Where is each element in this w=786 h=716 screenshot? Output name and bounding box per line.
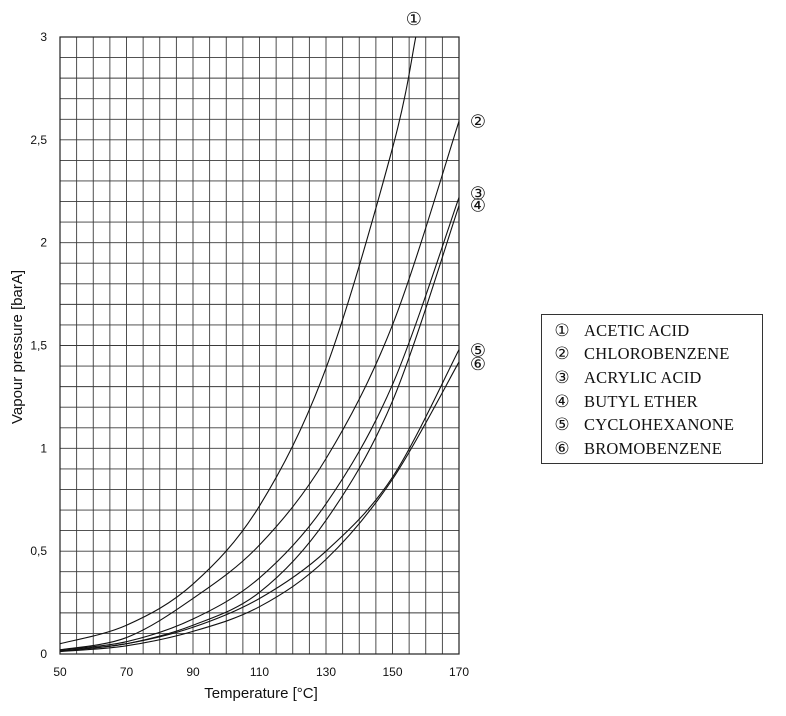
series-end-marker: ① [406,9,422,30]
legend-marker: ② [554,344,570,364]
x-tick-label: 70 [120,665,134,679]
legend-label: CHLOROBENZENE [584,344,730,364]
series-end-markers: ① ② ③④ ⑤⑥ [406,9,486,375]
legend-marker: ③ [554,367,570,387]
y-tick-label: 1 [40,441,47,455]
chart-legend: ① ACETIC ACID ② CHLOROBENZENE ③ ACRYLIC … [541,314,763,464]
series-line-acrylic-acid [59,197,460,651]
series-end-marker: ④ [470,196,486,217]
y-tick-label: 0 [40,647,47,661]
chart-grid [59,36,460,655]
x-tick-label: 110 [250,665,269,679]
legend-item-acrylic-acid: ③ ACRYLIC ACID [542,366,762,390]
x-tick-label: 150 [382,665,402,679]
series-end-marker: ⑥ [470,354,486,375]
legend-marker: ① [554,320,570,340]
legend-item-butyl-ether: ④ BUTYL ETHER [542,390,762,414]
series-end-marker: ③ [470,183,486,204]
legend-label: ACRYLIC ACID [584,367,702,387]
legend-label: ACETIC ACID [584,320,690,340]
legend-item-bromobenzene: ⑥ BROMOBENZENE [542,437,762,461]
series-line-chlorobenzene [59,121,460,651]
x-tick-label: 130 [316,665,336,679]
y-tick-label: 0,5 [30,544,47,558]
series-line-acetic-acid [59,36,417,645]
series-end-marker: ⑤ [470,341,486,362]
legend-marker: ⑥ [554,438,570,458]
legend-label: BUTYL ETHER [584,391,698,411]
chart-ticks: 50 70 90 110 130 150 170 0 0,5 1 1,5 2 2,5 3 [30,30,469,679]
series-end-marker: ② [470,111,486,132]
y-tick-label: 3 [40,30,47,44]
legend-item-acetic-acid: ① ACETIC ACID [542,319,762,343]
series-line-bromobenzene [59,361,460,653]
plot-frame [59,36,460,655]
legend-item-chlorobenzene: ② CHLOROBENZENE [542,343,762,367]
legend-marker: ④ [554,391,570,411]
x-axis-label: Temperature [°C] [204,685,318,702]
legend-item-cyclohexanone: ⑤ CYCLOHEXANONE [542,413,762,437]
y-tick-label: 1,5 [30,339,47,353]
x-tick-label: 170 [449,665,469,679]
x-tick-label: 90 [186,665,200,679]
y-tick-label: 2 [40,236,47,250]
x-tick-label: 50 [53,665,67,679]
legend-label: BROMOBENZENE [584,438,723,458]
y-axis-label: Vapour pressure [barA] [9,270,26,424]
legend-marker: ⑤ [554,415,570,435]
legend-label: CYCLOHEXANONE [584,415,735,435]
y-tick-label: 2,5 [30,133,47,147]
series-line-cyclohexanone [59,349,460,652]
chart-series [59,36,460,653]
